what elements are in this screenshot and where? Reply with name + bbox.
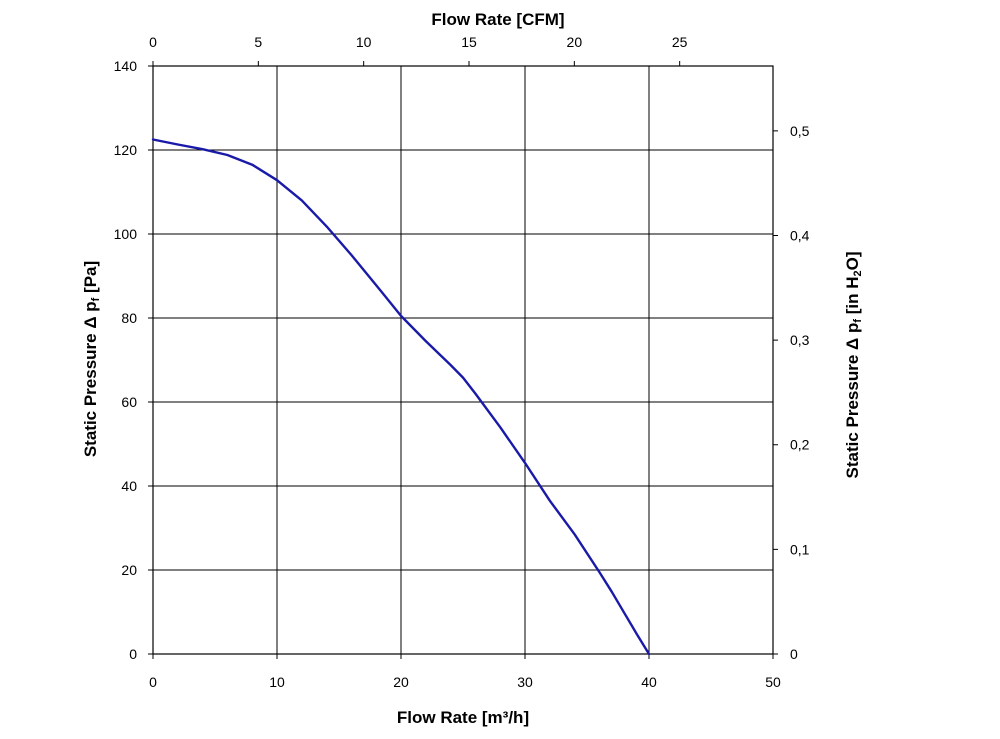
axis-ticks (148, 61, 778, 659)
y2-axis-title-subscript: f (852, 319, 864, 323)
y2-axis-title-main: Static Pressure Δ p (843, 323, 862, 479)
y2-tick-label: 0,4 (790, 227, 810, 243)
x-tick-label: 30 (517, 674, 533, 690)
x-tick-label: 20 (393, 674, 409, 690)
y2-axis-title: Static Pressure Δ pf [in H2O] (843, 251, 864, 478)
series-layer (151, 138, 651, 656)
y-axis-title-subscript: f (90, 297, 102, 301)
x-tick-label: 50 (765, 674, 781, 690)
y-tick-label: 20 (121, 562, 137, 578)
plot-area-frame (152, 65, 774, 655)
tick-labels: 0 10 20 30 40 50 0 20 40 60 80 100 120 140 0 5 10 15 20 25 0… (114, 34, 810, 690)
x2-tick-label: 15 (461, 34, 477, 50)
y-tick-label: 0 (129, 646, 137, 662)
y-axis-title-main: Static Pressure Δ p (81, 301, 100, 457)
x-tick-label: 40 (641, 674, 657, 690)
y2-tick-label: 0,2 (790, 437, 810, 453)
y-axis-title: Static Pressure Δ pf [Pa] (81, 261, 102, 457)
y-tick-label: 80 (121, 310, 137, 326)
y2-tick-label: 0 (790, 646, 798, 662)
y2-axis-title-unit: [in H (843, 277, 862, 320)
y-tick-label: 120 (114, 142, 138, 158)
y-axis-title-unit: [Pa] (81, 261, 100, 298)
y-tick-label: 60 (121, 394, 137, 410)
x2-tick-label: 5 (254, 34, 262, 50)
y-tick-label: 140 (114, 58, 138, 74)
y2-tick-label: 0,1 (790, 541, 810, 557)
x-tick-label: 10 (269, 674, 285, 690)
y2-axis-title-unit-end: O] (843, 251, 862, 270)
pressure-curve-line (151, 138, 651, 656)
x-axis-title: Flow Rate [m³/h] (397, 708, 529, 727)
x-tick-label: 0 (149, 674, 157, 690)
y2-tick-label: 0,3 (790, 332, 810, 348)
y2-tick-label: 0,5 (790, 123, 810, 139)
y-tick-label: 100 (114, 226, 138, 242)
x2-tick-label: 10 (356, 34, 372, 50)
x2-axis-title: Flow Rate [CFM] (431, 10, 564, 29)
x2-tick-label: 20 (567, 34, 583, 50)
grid-lines (152, 65, 774, 655)
x2-tick-label: 25 (672, 34, 688, 50)
y-tick-label: 40 (121, 478, 137, 494)
y2-axis-title-unit-subscript: 2 (852, 270, 864, 276)
x2-tick-label: 0 (149, 34, 157, 50)
